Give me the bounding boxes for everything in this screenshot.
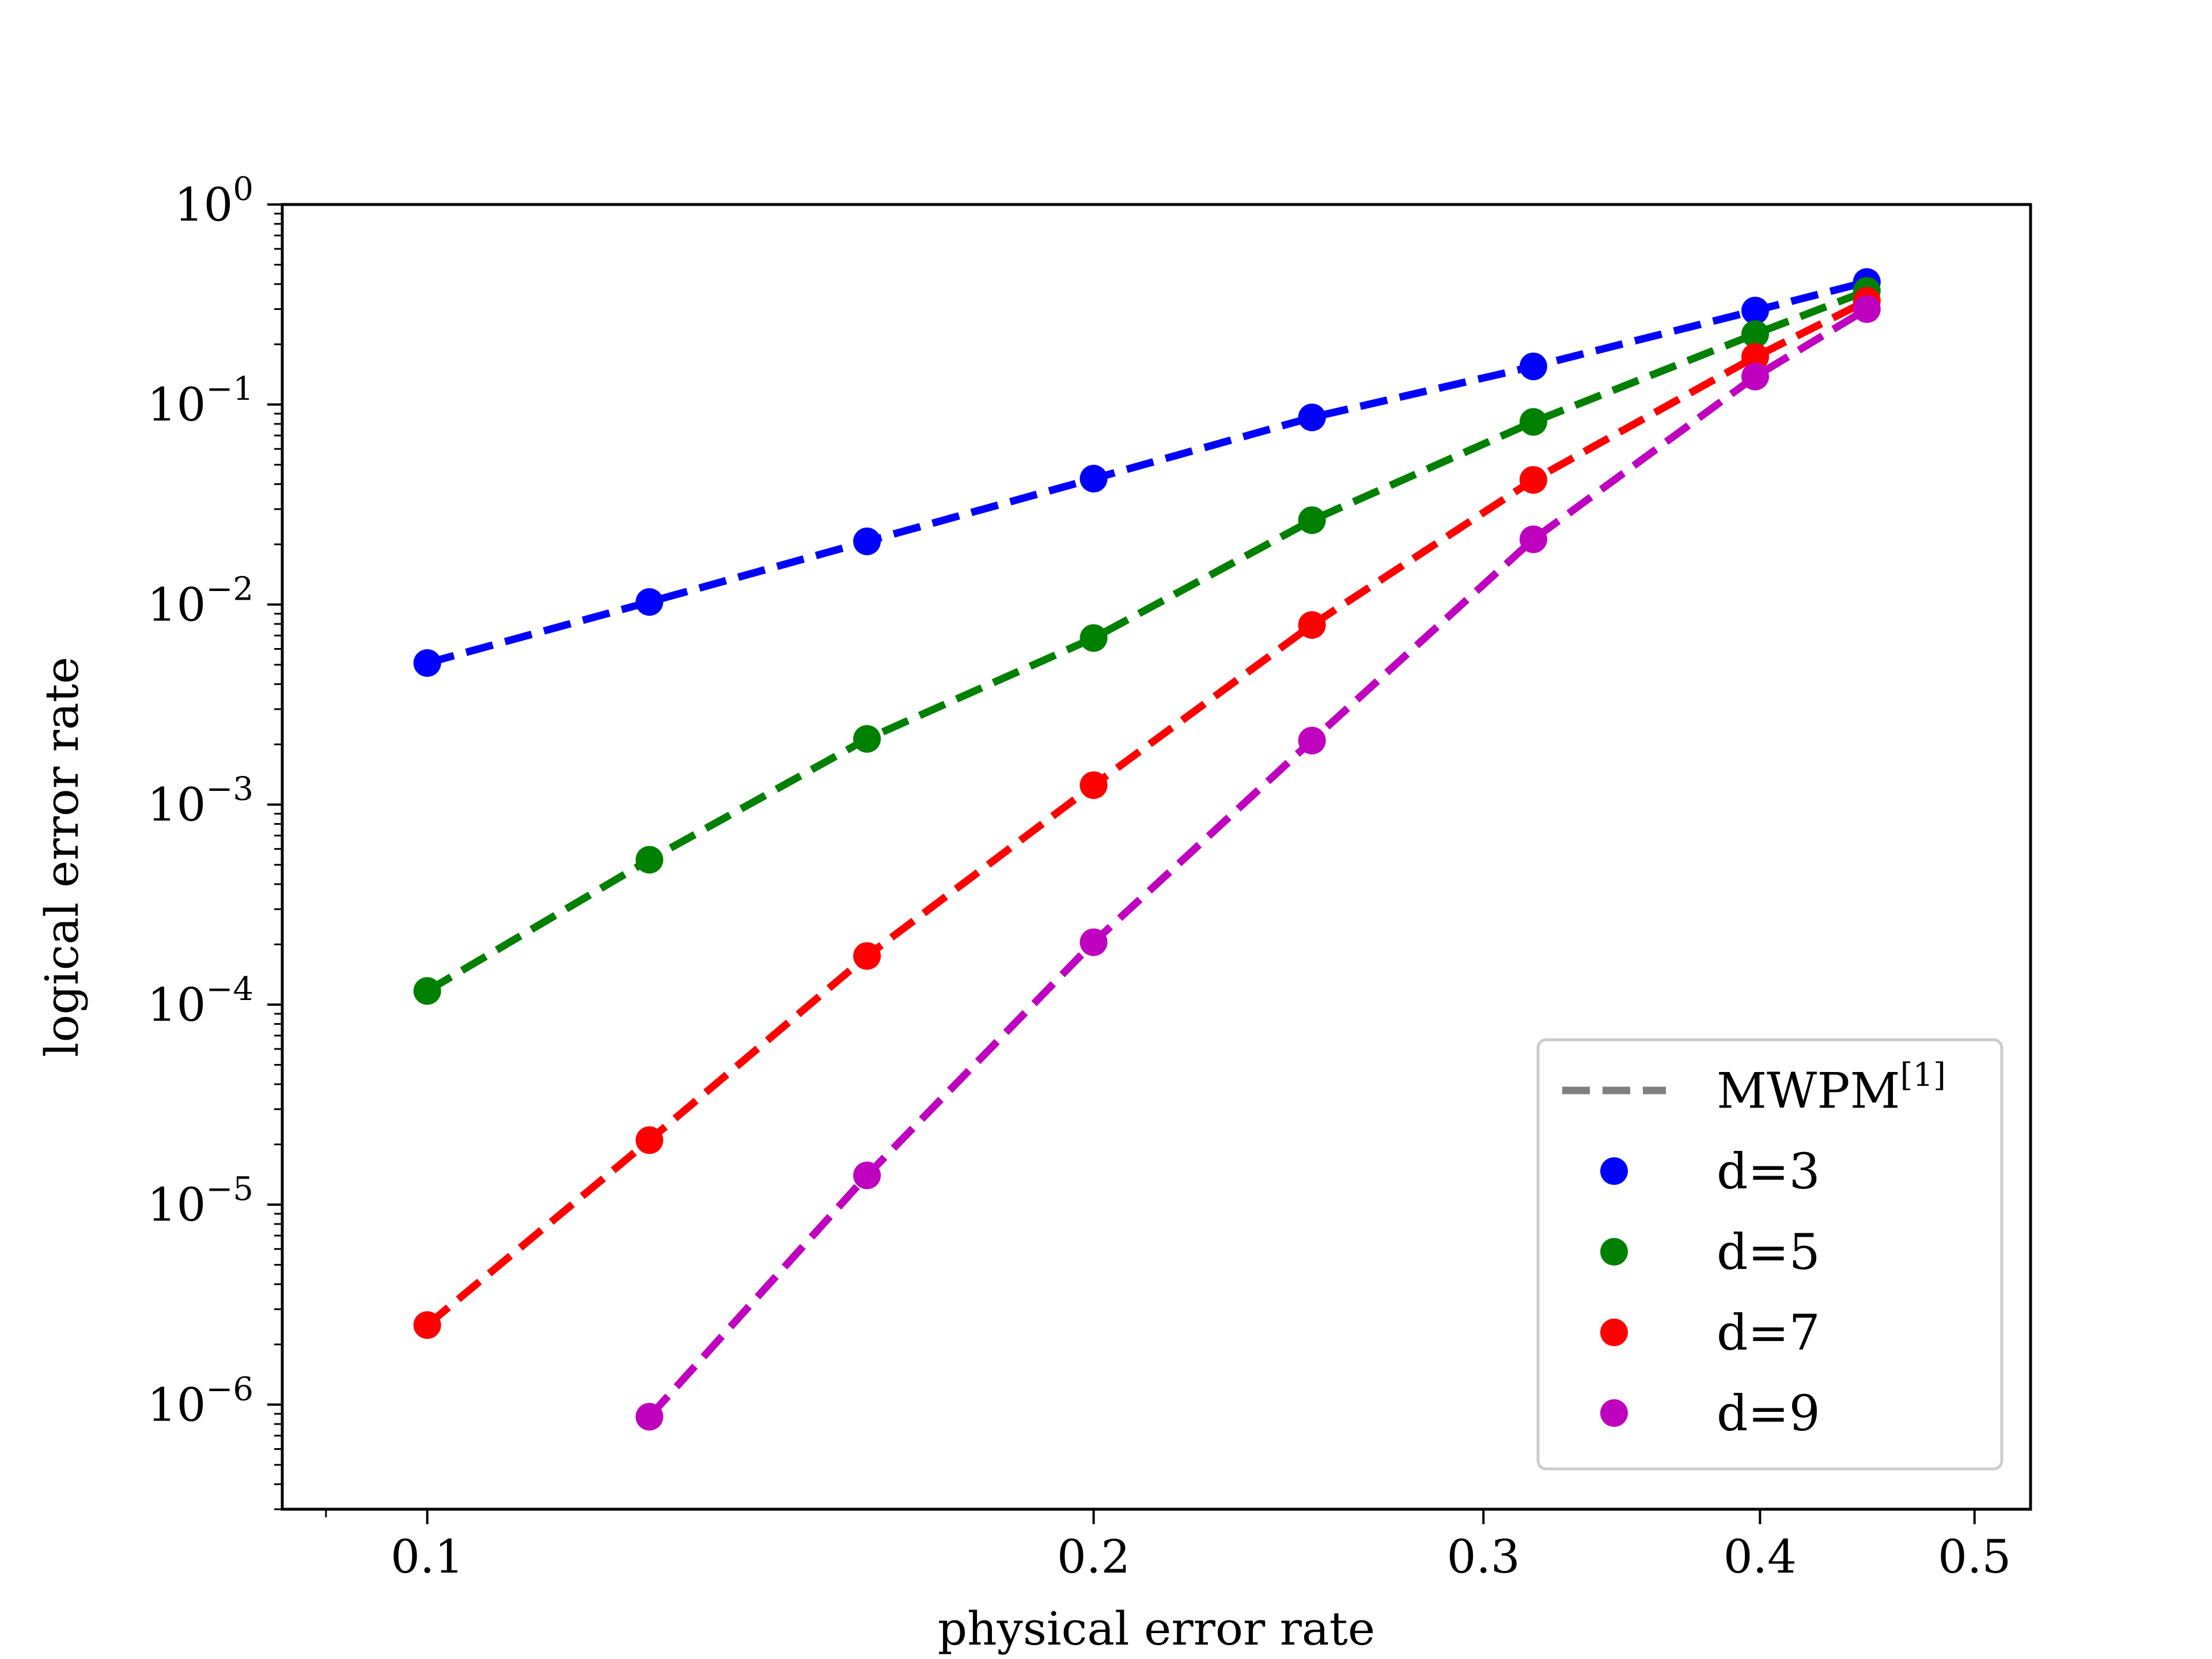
data-point-d=5-3 <box>1080 624 1108 652</box>
data-point-d=7-4 <box>1298 611 1326 639</box>
x-tick-label: 0.1 <box>391 1530 464 1584</box>
data-point-d=3-5 <box>1519 353 1547 381</box>
legend-label-mwpm: MWPM[1] <box>1717 1056 1946 1120</box>
data-point-d=9-6 <box>1853 295 1881 323</box>
data-point-d=5-6 <box>1741 320 1769 348</box>
data-point-d=5-5 <box>1519 408 1547 436</box>
y-axis-label: logical error rate <box>35 657 89 1057</box>
data-point-d=9-4 <box>1519 525 1547 554</box>
data-point-d=9-0 <box>635 1403 664 1431</box>
data-point-d=5-2 <box>853 725 881 753</box>
data-point-d=9-1 <box>853 1161 881 1190</box>
data-point-d=5-0 <box>413 977 441 1005</box>
data-point-d=3-2 <box>853 527 881 555</box>
data-point-d=7-6 <box>1741 343 1769 371</box>
legend-label-d=5: d=5 <box>1717 1224 1820 1281</box>
y-axis: 100 10−1 10−2 10−3 10−4 10−5 10−6 <box>147 171 282 1510</box>
legend-box <box>1536 1038 2003 1471</box>
plot-frame <box>281 203 2032 1511</box>
legend-label-d=7: d=7 <box>1717 1305 1820 1362</box>
data-point-d=7-3 <box>1080 771 1108 800</box>
data-point-d=9-3 <box>1298 726 1326 755</box>
y-tick-label: 10−4 <box>147 971 253 1032</box>
legend: MWPM[1] d=3 d=5 d=7 d=9 <box>1536 1038 2003 1471</box>
series-line-d=7 <box>425 297 1869 1328</box>
x-tick-label: 0.3 <box>1447 1530 1520 1584</box>
data-point-d=7-0 <box>413 1311 441 1339</box>
legend-label-d=3: d=3 <box>1717 1143 1820 1200</box>
data-point-d=7-1 <box>635 1126 664 1154</box>
legend-marker-d=7 <box>1600 1319 1628 1346</box>
y-tick-label: 10−1 <box>147 370 253 431</box>
y-tick-label: 10−5 <box>147 1171 253 1232</box>
x-tick-label: 0.4 <box>1724 1530 1797 1584</box>
data-point-d=3-1 <box>635 588 664 616</box>
data-point-d=9-5 <box>1741 362 1769 391</box>
legend-label-d=9: d=9 <box>1717 1385 1820 1442</box>
legend-marker-d=9 <box>1600 1399 1628 1427</box>
data-point-d=5-4 <box>1298 506 1326 535</box>
data-point-d=3-6 <box>1741 297 1769 325</box>
series-line-d=5 <box>425 287 1869 994</box>
data-point-d=3-3 <box>1080 464 1108 493</box>
x-tick-label: 0.2 <box>1057 1530 1130 1584</box>
data-point-d=7-2 <box>853 942 881 970</box>
y-tick-label: 100 <box>175 171 253 232</box>
y-tick-label: 10−2 <box>147 570 253 631</box>
x-tick-label: 0.5 <box>1938 1530 2011 1584</box>
plot-series <box>413 268 1881 1431</box>
x-axis-label: physical error rate <box>938 1602 1375 1656</box>
data-point-d=9-2 <box>1080 928 1108 956</box>
data-point-d=7-5 <box>1519 466 1547 494</box>
data-point-d=3-0 <box>413 649 441 677</box>
data-point-d=5-1 <box>635 846 664 874</box>
series-line-d=3 <box>426 278 1868 667</box>
legend-marker-d=3 <box>1600 1157 1628 1185</box>
data-point-d=3-4 <box>1298 403 1326 431</box>
y-tick-label: 10−6 <box>147 1370 253 1431</box>
y-tick-label: 10−3 <box>147 771 253 832</box>
x-axis: 0.1 0.2 0.3 0.4 0.5 <box>325 1509 2011 1584</box>
legend-marker-d=5 <box>1600 1238 1628 1266</box>
